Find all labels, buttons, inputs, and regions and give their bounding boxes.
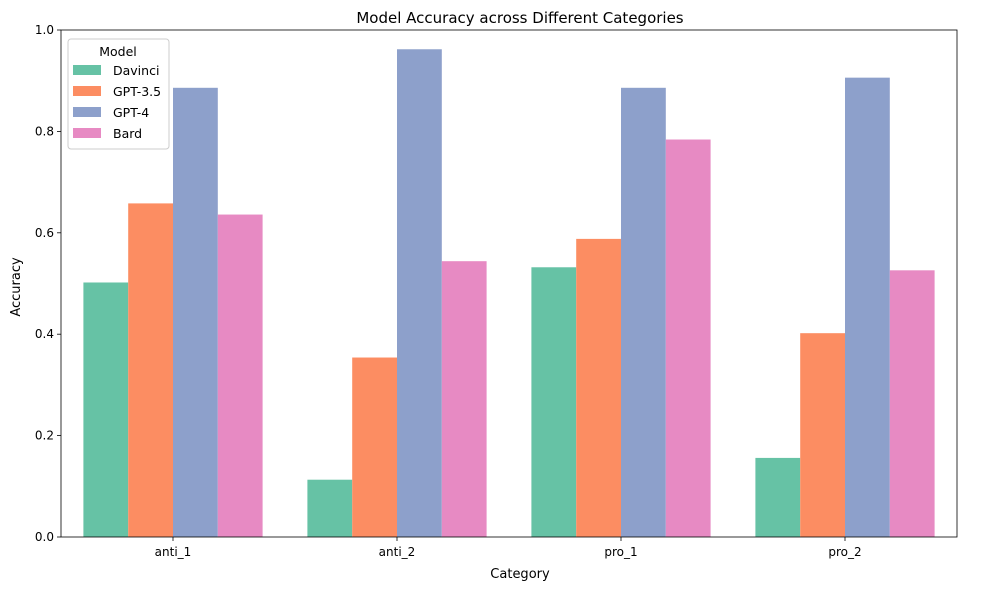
bar-bard-anti-1	[217, 214, 263, 537]
x-axis-label: Category	[490, 567, 550, 582]
bar-bard-pro-2	[889, 270, 935, 537]
bars	[83, 49, 935, 538]
legend-label: GPT-4	[113, 105, 149, 120]
legend: Model Davinci GPT-3.5 GPT-4 Bard	[67, 38, 170, 150]
y-tick-label: 1.0	[35, 23, 54, 37]
legend-title: Model	[99, 44, 137, 59]
bar-gpt-4-anti-2	[397, 49, 442, 538]
bar-gpt-4-pro-1	[621, 87, 666, 537]
y-tick-label: 0.8	[35, 124, 54, 138]
x-tick-label: anti_1	[155, 545, 192, 559]
y-tick-label: 0.0	[35, 530, 54, 544]
y-tick-label: 0.4	[35, 327, 54, 341]
bar-gpt-3-5-pro-1	[576, 238, 621, 537]
bar-bard-pro-1	[665, 139, 711, 537]
legend-swatch	[73, 65, 101, 75]
bar-gpt-3-5-anti-1	[128, 203, 173, 538]
bar-davinci-pro-2	[755, 457, 801, 537]
legend-label: GPT-3.5	[113, 84, 161, 99]
x-tick-label: anti_2	[379, 545, 416, 559]
bar-gpt-4-anti-1	[173, 87, 218, 537]
bar-gpt-4-pro-2	[845, 77, 890, 538]
axis-ticks: anti_1 anti_2 pro_1 pro_2 0.0 0.2 0.4 0.6 0.8 1.0	[35, 23, 862, 559]
chart-title: Model Accuracy across Different Categori…	[356, 9, 683, 27]
y-axis-label: Accuracy	[9, 257, 24, 317]
bar-bard-anti-2	[441, 261, 487, 537]
y-tick-label: 0.2	[35, 429, 54, 443]
plot-area	[60, 29, 958, 538]
legend-swatch	[73, 128, 101, 138]
x-tick-label: pro_1	[604, 545, 637, 559]
legend-swatch	[73, 86, 101, 96]
legend-label: Davinci	[113, 63, 159, 78]
y-tick-label: 0.6	[35, 226, 54, 240]
x-tick-label: pro_2	[828, 545, 861, 559]
bar-davinci-pro-1	[531, 267, 577, 537]
bar-gpt-3-5-anti-2	[352, 357, 397, 537]
bar-davinci-anti-2	[307, 479, 353, 537]
legend-label: Bard	[113, 126, 142, 141]
bar-davinci-anti-1	[83, 282, 129, 537]
legend-swatch	[73, 107, 101, 117]
bar-gpt-3-5-pro-2	[800, 333, 845, 537]
